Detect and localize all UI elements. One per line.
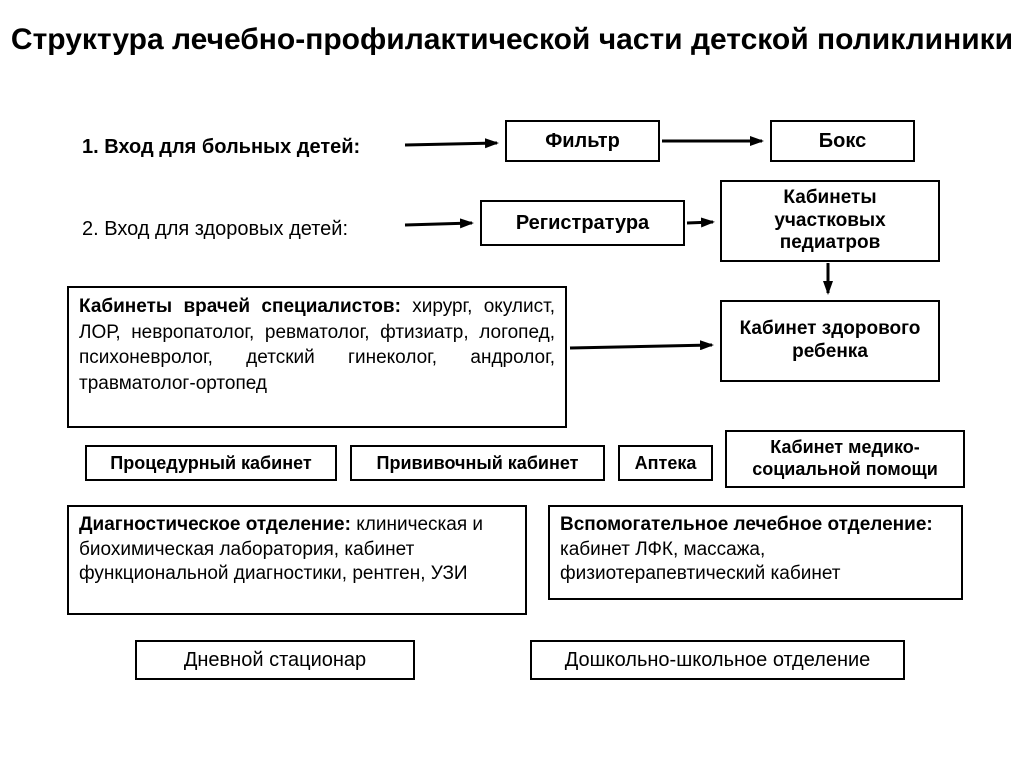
node-filter: Фильтр (505, 120, 660, 162)
aux-body: кабинет ЛФК, массажа, физиотерапевтическ… (560, 539, 840, 585)
diagnostic-head: Диагностическое отделение: (79, 514, 351, 535)
node-vaccine: Прививочный кабинет (350, 445, 605, 481)
node-aux: Вспомогательное лечебное отделение: каби… (548, 505, 963, 600)
entry-healthy-label: 2. Вход для здоровых детей: (82, 218, 348, 241)
node-pharmacy: Аптека (618, 445, 713, 481)
node-diagnostic: Диагностическое отделение: клиническая и… (67, 505, 527, 615)
node-specialists: Кабинеты врачей специалистов: хирург, ок… (67, 286, 567, 428)
node-box: Бокс (770, 120, 915, 162)
node-pediatricians: Кабинеты участковых педиатров (720, 180, 940, 262)
node-school: Дошкольно-школьное отделение (530, 640, 905, 680)
node-registry: Регистратура (480, 200, 685, 246)
node-healthy-child: Кабинет здорового ребенка (720, 300, 940, 382)
node-procedural: Процедурный кабинет (85, 445, 337, 481)
node-daycare: Дневной стационар (135, 640, 415, 680)
aux-head: Вспомогательное лечебное отделение: (560, 514, 933, 535)
node-medsocial: Кабинет медико-социальной помощи (725, 430, 965, 488)
diagram-title: Структура лечебно-профилактической части… (0, 22, 1024, 58)
entry-sick-label: 1. Вход для больных детей: (82, 136, 360, 159)
specialists-head: Кабинеты врачей специалистов: (79, 296, 401, 317)
